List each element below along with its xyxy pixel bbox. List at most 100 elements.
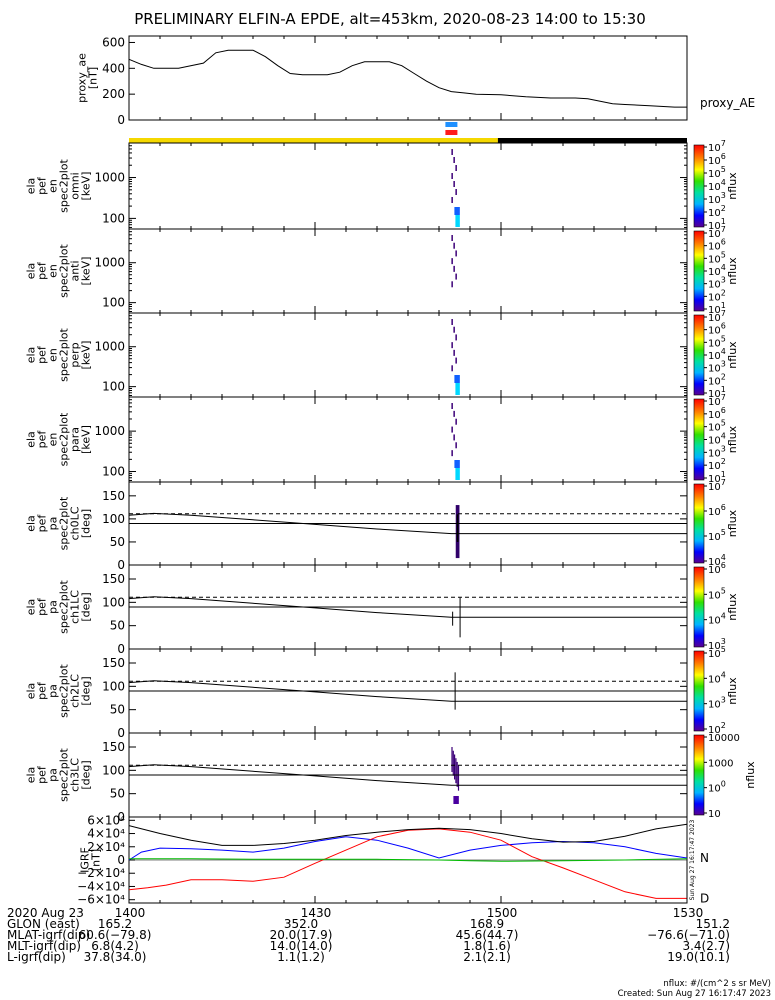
colorbar-tick-label: 107 bbox=[708, 478, 726, 493]
colorbar-tick-label: 105 bbox=[708, 419, 726, 434]
data-pixel bbox=[455, 468, 460, 480]
colorbar-label: nflux bbox=[726, 257, 739, 285]
y-axis-label-line: pa bbox=[47, 517, 60, 531]
units-note: nflux: #/(cm^2 s sr MeV) bbox=[663, 979, 771, 989]
colorbar-tick-label: 106 bbox=[708, 152, 726, 167]
colorbar-label: nflux bbox=[726, 593, 739, 621]
colorbar-tick-label: 104 bbox=[708, 178, 726, 193]
footer-cell: 3.4(2.7) bbox=[682, 939, 730, 953]
state-bar-segment bbox=[497, 138, 687, 143]
y-axis-label-line: [keV] bbox=[80, 172, 93, 201]
proxy-ae-line bbox=[128, 49, 687, 108]
y-axis-label-line: pef bbox=[36, 681, 49, 700]
footer-cell: 352.0 bbox=[283, 917, 319, 931]
data-pixel bbox=[455, 189, 457, 195]
y-axis-label-line: [keV] bbox=[80, 341, 93, 370]
panel-frame bbox=[128, 396, 688, 483]
colorbar bbox=[693, 144, 705, 228]
y-tick-label: 200 bbox=[102, 87, 125, 101]
y-axis-label-line: pef bbox=[36, 597, 49, 616]
y-tick-label: 1000 bbox=[94, 256, 125, 270]
y-axis-label-line: [deg] bbox=[80, 509, 93, 538]
footer-cell: 165.2 bbox=[97, 917, 133, 931]
data-pixel bbox=[451, 403, 453, 409]
colorbar bbox=[693, 230, 705, 312]
y-tick-label: 100 bbox=[102, 595, 125, 609]
data-pixel bbox=[451, 197, 453, 203]
colorbar-tick-label: 104 bbox=[708, 553, 726, 568]
y-axis-label-line: spec2plot bbox=[58, 664, 71, 718]
y-axis-label-line: en bbox=[47, 348, 60, 362]
y-tick-label: 150 bbox=[102, 572, 125, 586]
colorbar bbox=[693, 483, 705, 564]
igrf-series-label: N bbox=[700, 851, 709, 865]
y-axis-label-line: ela bbox=[25, 263, 38, 280]
y-axis-label-line: pef bbox=[36, 765, 49, 784]
y-axis-label-line: pef bbox=[36, 514, 49, 533]
y-tick-label: 100 bbox=[102, 380, 125, 394]
y-tick-label: 0 bbox=[117, 810, 125, 824]
panel-frame bbox=[128, 228, 688, 314]
y-axis-label-line: ch2LC bbox=[69, 674, 82, 708]
footer-cell: 168.9 bbox=[469, 917, 505, 931]
y-axis-label-line: ch1LC bbox=[69, 590, 82, 624]
data-pixel bbox=[451, 235, 453, 241]
colorbar bbox=[693, 314, 705, 396]
y-axis-label-line: [keV] bbox=[80, 425, 93, 454]
colorbar-tick-label: 10 bbox=[708, 809, 721, 820]
state-bar-segment bbox=[129, 138, 498, 143]
y-tick-label: 600 bbox=[102, 35, 125, 49]
panel-igrf: 6×10⁴4×10⁴2×10⁴0−2×10⁴−4×10⁴−6×10⁴NDSun … bbox=[77, 813, 709, 906]
colorbar-tick-label: 103 bbox=[708, 360, 726, 375]
igrf-ylabel: IGRF[nT] bbox=[79, 847, 103, 873]
colorbar-label: nflux bbox=[726, 172, 739, 200]
reference-line bbox=[128, 680, 687, 702]
footer-cell: −76.6(−71.0) bbox=[647, 928, 730, 942]
colorbar-tick-label: 102 bbox=[708, 372, 726, 387]
colorbar-tick-label: 107 bbox=[708, 139, 726, 154]
y-axis-label-line: [nT] bbox=[90, 849, 103, 871]
data-pixel bbox=[451, 281, 453, 288]
data-pixel bbox=[453, 181, 455, 187]
colorbar-label: nflux bbox=[726, 509, 739, 537]
y-axis-label-line: pa bbox=[47, 768, 60, 782]
y-axis-label-line: ela bbox=[25, 599, 38, 616]
reference-line bbox=[128, 512, 687, 535]
y-tick-label: 1000 bbox=[94, 340, 125, 354]
y-tick-label: 50 bbox=[110, 619, 125, 633]
colorbar-tick-label: 104 bbox=[708, 263, 726, 278]
state-marker-blue bbox=[445, 122, 458, 127]
footer-cell: 14.0(14.0) bbox=[269, 939, 333, 953]
colorbar-tick-label: 104 bbox=[708, 347, 726, 362]
colorbar-tick-label: 104 bbox=[708, 612, 726, 627]
data-pixel bbox=[455, 215, 460, 227]
colorbar bbox=[693, 566, 705, 648]
y-axis-label-line: spec2plot bbox=[58, 244, 71, 298]
y-tick-label: −6×10⁴ bbox=[77, 893, 125, 907]
data-pixel bbox=[454, 207, 460, 215]
colorbar-tick-label: 106 bbox=[708, 322, 726, 337]
y-tick-label: 150 bbox=[102, 489, 125, 503]
data-pixel bbox=[451, 365, 453, 372]
y-tick-label: −2×10⁴ bbox=[77, 866, 125, 880]
y-axis-label-line: ela bbox=[25, 347, 38, 364]
y-axis-label-line: en bbox=[47, 264, 60, 278]
igrf-series-line bbox=[129, 858, 688, 862]
panel-frame bbox=[128, 312, 688, 398]
y-axis-label-line: spec2plot bbox=[58, 748, 71, 802]
colorbar-label: nflux bbox=[744, 761, 757, 789]
y-axis-label-line: proxy_ae bbox=[76, 53, 89, 103]
colorbar-tick-label: 101 bbox=[708, 385, 726, 400]
footer-cell: 1.8(1.6) bbox=[463, 939, 511, 953]
y-axis-label-line: ela bbox=[25, 178, 38, 195]
y-axis-label-line: pef bbox=[36, 345, 49, 364]
y-axis-label-line: [deg] bbox=[80, 760, 93, 789]
y-axis-label-line: spec2plot bbox=[58, 496, 71, 550]
colorbar-tick-label: 102 bbox=[708, 204, 726, 219]
data-pixel bbox=[451, 747, 453, 772]
